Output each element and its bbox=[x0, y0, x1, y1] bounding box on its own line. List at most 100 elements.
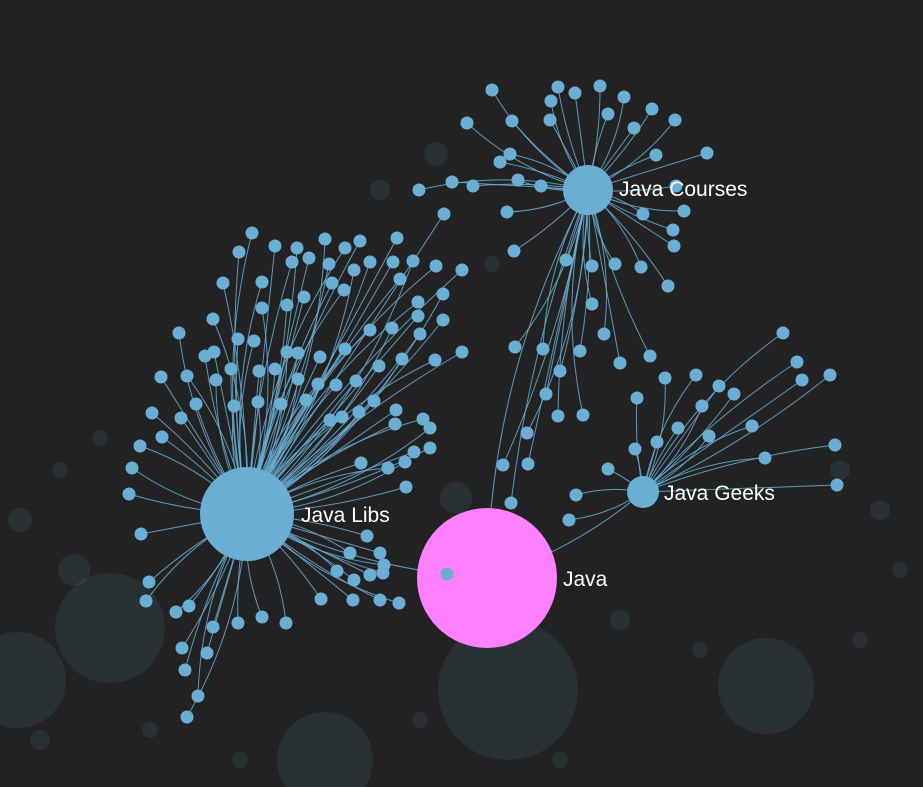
java-geeks-node[interactable] bbox=[627, 476, 659, 508]
java-libs-leaf-node[interactable] bbox=[255, 301, 269, 315]
java-libs-leaf-node[interactable] bbox=[224, 362, 238, 376]
java-libs-leaf-node[interactable] bbox=[227, 399, 241, 413]
java-libs-leaf-node[interactable] bbox=[388, 417, 402, 431]
java-root-node[interactable] bbox=[417, 508, 557, 648]
java-courses-leaf-node[interactable] bbox=[507, 244, 521, 258]
java-courses-leaf-node[interactable] bbox=[536, 342, 550, 356]
java-libs-leaf-node[interactable] bbox=[255, 610, 269, 624]
java-libs-leaf-node[interactable] bbox=[455, 263, 469, 277]
java-libs-leaf-node[interactable] bbox=[381, 461, 395, 475]
java-libs-leaf-node[interactable] bbox=[178, 663, 192, 677]
java-libs-leaf-node[interactable] bbox=[291, 372, 305, 386]
java-courses-leaf-node[interactable] bbox=[666, 223, 680, 237]
java-libs-leaf-node[interactable] bbox=[407, 445, 421, 459]
java-geeks-leaf-node[interactable] bbox=[601, 462, 615, 476]
java-libs-leaf-node[interactable] bbox=[313, 350, 327, 364]
java-libs-leaf-node[interactable] bbox=[423, 441, 437, 455]
java-libs-leaf-node[interactable] bbox=[335, 410, 349, 424]
java-courses-leaf-node[interactable] bbox=[585, 297, 599, 311]
java-libs-leaf-node[interactable] bbox=[436, 313, 450, 327]
java-libs-leaf-node[interactable] bbox=[280, 345, 294, 359]
java-courses-leaf-node[interactable] bbox=[585, 259, 599, 273]
java-libs-leaf-node[interactable] bbox=[455, 345, 469, 359]
java-libs-leaf-node[interactable] bbox=[180, 710, 194, 724]
java-courses-leaf-node[interactable] bbox=[677, 204, 691, 218]
java-libs-leaf-node[interactable] bbox=[360, 529, 374, 543]
java-libs-leaf-node[interactable] bbox=[346, 593, 360, 607]
java-geeks-leaf-node[interactable] bbox=[671, 421, 685, 435]
java-libs-leaf-node[interactable] bbox=[302, 251, 316, 265]
java-courses-leaf-node[interactable] bbox=[508, 340, 522, 354]
java-courses-leaf-node[interactable] bbox=[521, 457, 535, 471]
java-libs-leaf-node[interactable] bbox=[337, 283, 351, 297]
java-courses-leaf-node[interactable] bbox=[539, 387, 553, 401]
java-courses-leaf-node[interactable] bbox=[466, 179, 480, 193]
java-geeks-leaf-node[interactable] bbox=[702, 429, 716, 443]
java-courses-leaf-node[interactable] bbox=[503, 147, 517, 161]
java-libs-leaf-node[interactable] bbox=[216, 276, 230, 290]
java-libs-leaf-node[interactable] bbox=[231, 332, 245, 346]
java-libs-leaf-node[interactable] bbox=[134, 527, 148, 541]
java-geeks-leaf-node[interactable] bbox=[745, 419, 759, 433]
java-libs-leaf-node[interactable] bbox=[330, 564, 344, 578]
java-courses-leaf-node[interactable] bbox=[496, 458, 510, 472]
java-courses-leaf-node[interactable] bbox=[643, 349, 657, 363]
java-libs-leaf-node[interactable] bbox=[206, 312, 220, 326]
java-libs-leaf-node[interactable] bbox=[329, 378, 343, 392]
java-libs-leaf-node[interactable] bbox=[251, 395, 265, 409]
java-libs-leaf-node[interactable] bbox=[247, 334, 261, 348]
java-libs-leaf-node[interactable] bbox=[280, 298, 294, 312]
java-libs-leaf-node[interactable] bbox=[385, 321, 399, 335]
java-geeks-leaf-node[interactable] bbox=[828, 438, 842, 452]
java-libs-leaf-node[interactable] bbox=[155, 430, 169, 444]
java-courses-node[interactable] bbox=[563, 165, 613, 215]
java-libs-leaf-node[interactable] bbox=[437, 207, 451, 221]
java-libs-leaf-node[interactable] bbox=[274, 397, 288, 411]
java-courses-leaf-node[interactable] bbox=[593, 79, 607, 93]
java-libs-leaf-node[interactable] bbox=[325, 276, 339, 290]
java-libs-leaf-node[interactable] bbox=[423, 421, 437, 435]
java-courses-leaf-node[interactable] bbox=[613, 356, 627, 370]
java-leaf-node[interactable] bbox=[440, 567, 454, 581]
java-courses-leaf-node[interactable] bbox=[493, 155, 507, 169]
java-courses-leaf-node[interactable] bbox=[485, 83, 499, 97]
java-courses-leaf-node[interactable] bbox=[597, 327, 611, 341]
java-geeks-leaf-node[interactable] bbox=[776, 326, 790, 340]
java-libs-leaf-node[interactable] bbox=[191, 689, 205, 703]
java-geeks-leaf-node[interactable] bbox=[790, 355, 804, 369]
java-geeks-leaf-node[interactable] bbox=[758, 451, 772, 465]
java-libs-leaf-node[interactable] bbox=[363, 568, 377, 582]
java-libs-leaf-node[interactable] bbox=[411, 295, 425, 309]
java-courses-leaf-node[interactable] bbox=[645, 102, 659, 116]
java-libs-leaf-node[interactable] bbox=[291, 346, 305, 360]
java-libs-leaf-node[interactable] bbox=[322, 257, 336, 271]
java-courses-leaf-node[interactable] bbox=[500, 205, 514, 219]
java-libs-leaf-node[interactable] bbox=[290, 241, 304, 255]
java-courses-leaf-node[interactable] bbox=[661, 279, 675, 293]
java-libs-leaf-node[interactable] bbox=[436, 287, 450, 301]
java-libs-leaf-node[interactable] bbox=[347, 573, 361, 587]
java-libs-leaf-node[interactable] bbox=[279, 616, 293, 630]
java-libs-leaf-node[interactable] bbox=[363, 255, 377, 269]
java-courses-leaf-node[interactable] bbox=[543, 113, 557, 127]
java-libs-leaf-node[interactable] bbox=[395, 352, 409, 366]
java-libs-leaf-node[interactable] bbox=[209, 373, 223, 387]
java-libs-leaf-node[interactable] bbox=[252, 364, 266, 378]
java-geeks-leaf-node[interactable] bbox=[628, 442, 642, 456]
java-courses-leaf-node[interactable] bbox=[544, 94, 558, 108]
java-courses-leaf-node[interactable] bbox=[534, 179, 548, 193]
java-libs-leaf-node[interactable] bbox=[363, 323, 377, 337]
java-libs-leaf-node[interactable] bbox=[231, 616, 245, 630]
java-libs-leaf-node[interactable] bbox=[311, 377, 325, 391]
java-courses-leaf-node[interactable] bbox=[608, 257, 622, 271]
java-courses-leaf-node[interactable] bbox=[511, 173, 525, 187]
java-libs-leaf-node[interactable] bbox=[297, 290, 311, 304]
java-libs-leaf-node[interactable] bbox=[318, 232, 332, 246]
java-libs-leaf-node[interactable] bbox=[268, 362, 282, 376]
java-libs-leaf-node[interactable] bbox=[428, 353, 442, 367]
java-courses-leaf-node[interactable] bbox=[700, 146, 714, 160]
java-libs-leaf-node[interactable] bbox=[393, 272, 407, 286]
java-courses-leaf-node[interactable] bbox=[667, 239, 681, 253]
java-libs-leaf-node[interactable] bbox=[416, 412, 430, 426]
java-libs-leaf-node[interactable] bbox=[406, 254, 420, 268]
